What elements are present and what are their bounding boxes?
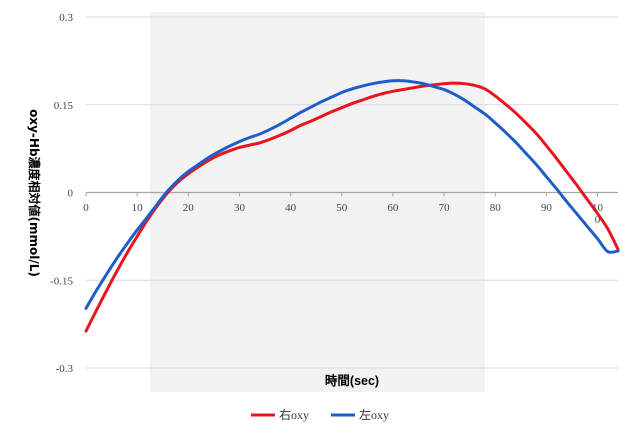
y-tick-label-1: 0.15 <box>54 100 74 112</box>
x-tick-label-4: 40 <box>285 202 297 214</box>
y-axis-label: oxy-Hb濃度相対値(mmol/L) <box>27 109 42 277</box>
x-tick-label-8: 80 <box>490 202 502 214</box>
x-tick-label-7: 70 <box>439 202 451 214</box>
x-tick-label-9: 90 <box>541 202 553 214</box>
x-tick-label-3: 30 <box>234 202 246 214</box>
x-tick-label-6: 60 <box>387 202 399 214</box>
legend-label-0: 右oxy <box>279 407 309 422</box>
x-tick-label-5: 50 <box>336 202 348 214</box>
y-tick-label-0: 0.3 <box>59 12 73 24</box>
y-tick-label-2: 0 <box>68 188 74 200</box>
y-tick-label-3: -0.15 <box>50 275 73 287</box>
y-tick-label-4: -0.3 <box>56 363 74 375</box>
legend-label-1: 左oxy <box>359 407 389 422</box>
series-line-1 <box>84 79 620 310</box>
x-tick-label-1: 10 <box>132 202 144 214</box>
x-axis-label: 時間(sec) <box>325 373 379 388</box>
x-tick-label-2: 20 <box>183 202 195 214</box>
legend: 右oxy 左oxy <box>251 407 389 422</box>
x-tick-label-0: 0 <box>83 202 89 214</box>
shaded-task-region <box>149 12 485 392</box>
x-tick-label-10: 10 0 <box>592 202 604 226</box>
